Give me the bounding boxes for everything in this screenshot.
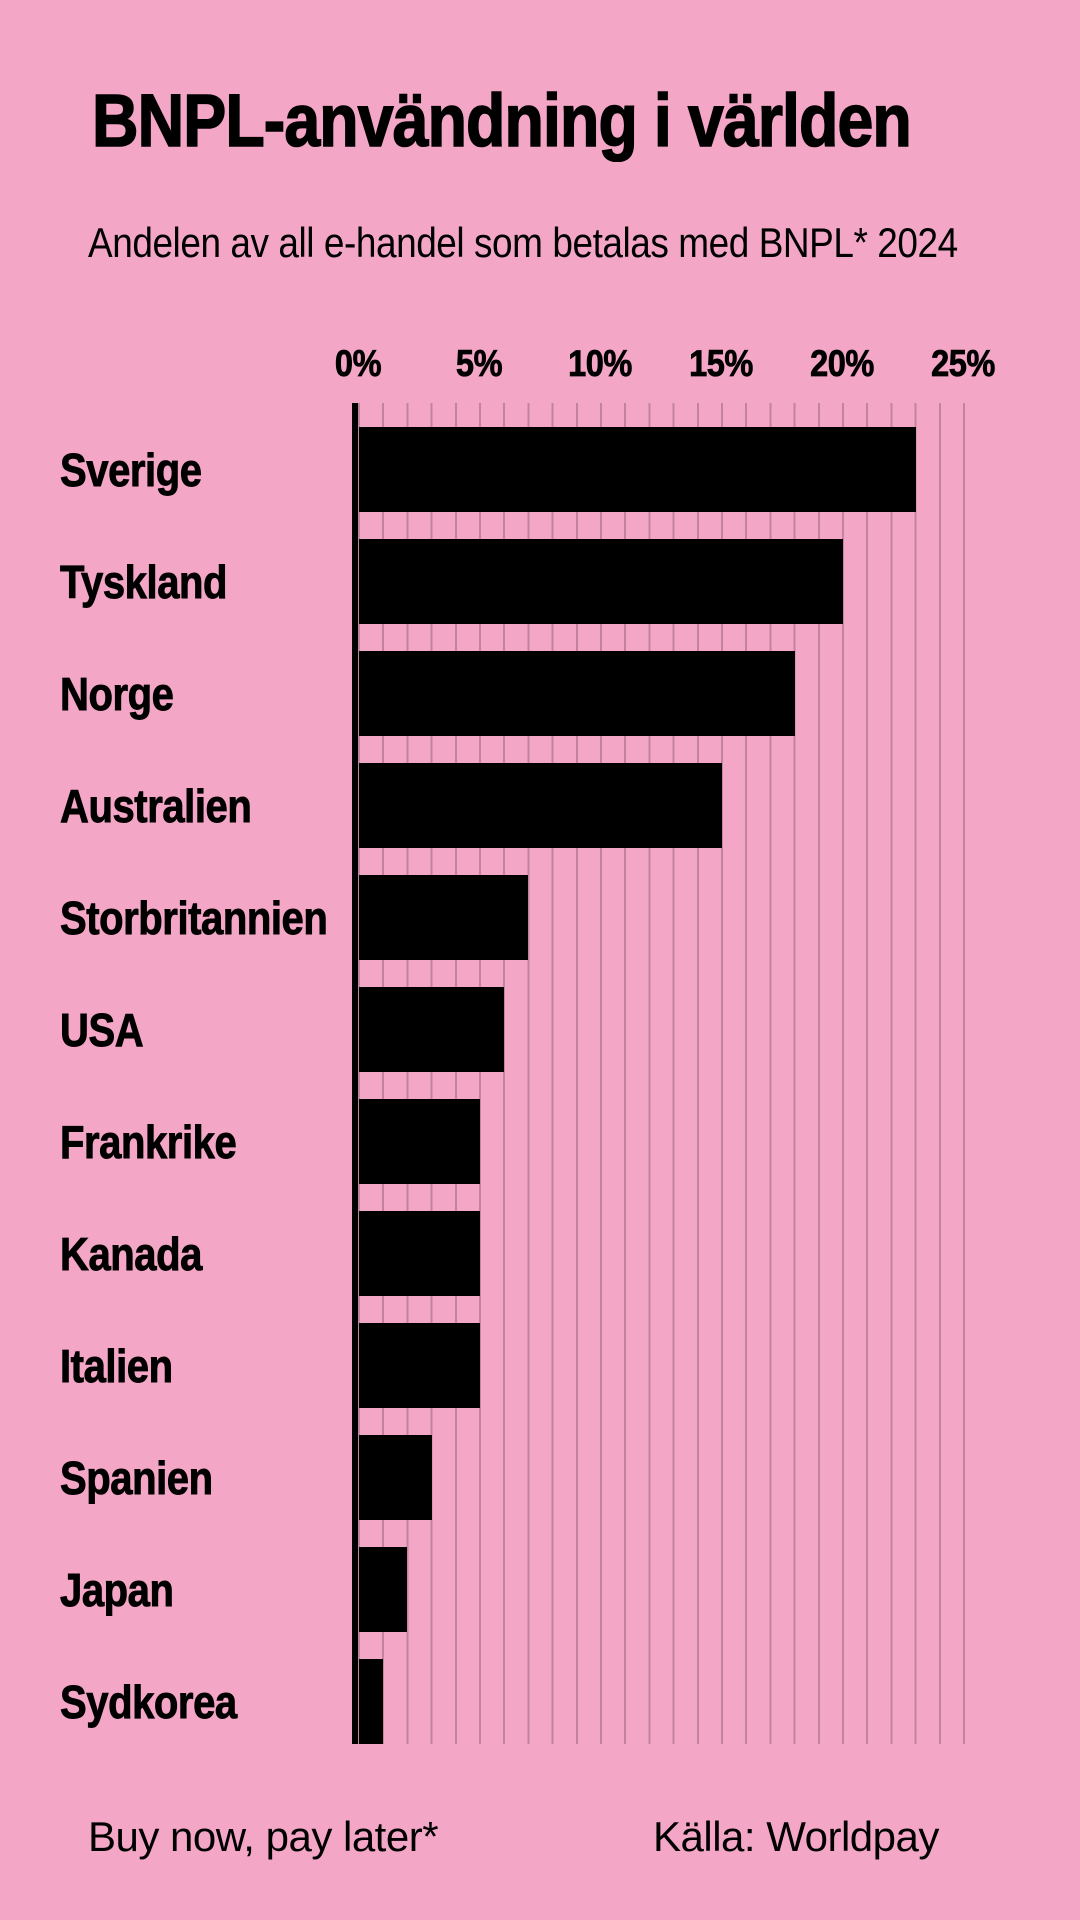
country-label: Spanien [60,1451,214,1504]
country-label: Sydkorea [60,1675,238,1728]
page-title: BNPL-användning i världen [91,79,912,162]
bar-sverige [359,427,916,512]
chart-subtitle: Andelen av all e-handel som betalas med … [88,219,958,266]
y-axis-line [352,403,358,1744]
bar-kanada [359,1211,480,1296]
gridlines [358,403,965,1744]
country-label: Japan [60,1563,175,1616]
bar-sydkorea [359,1659,384,1744]
country-label: Tyskland [60,555,228,608]
country-label: Storbritannien [60,891,329,944]
bar-australien [359,763,722,848]
country-label: USA [60,1003,144,1056]
country-label: Italien [60,1339,174,1392]
country-label: Sverige [60,443,203,496]
x-axis-tick-label: 0% [334,343,382,385]
bar-usa [359,987,505,1072]
bar-spanien [359,1435,432,1520]
bar-italien [359,1323,480,1408]
bar-storbritannien [359,875,529,960]
x-axis-tick-label: 25% [931,343,996,385]
x-axis-tick-label: 20% [810,343,875,385]
x-axis-tick-label: 10% [568,343,633,385]
x-axis-tick-label: 5% [455,343,503,385]
country-label: Kanada [60,1227,203,1280]
bar-tyskland [359,539,843,624]
footnote: Buy now, pay later* [88,1813,439,1860]
country-label: Australien [60,779,253,832]
country-label: Frankrike [60,1115,237,1168]
x-axis-tick-label: 15% [689,343,754,385]
bar-frankrike [359,1099,480,1184]
bar-norge [359,651,795,736]
source-credit: Källa: Worldpay [653,1813,939,1860]
bar-japan [359,1547,408,1632]
country-label: Norge [60,667,175,720]
